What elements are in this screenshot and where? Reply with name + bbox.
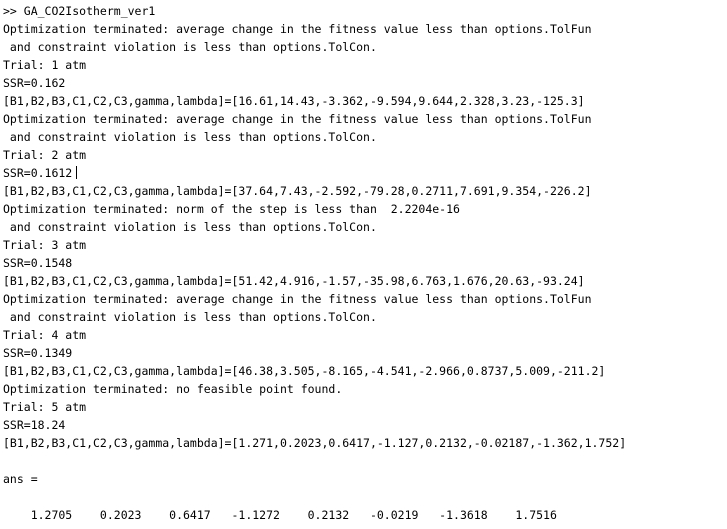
output-line: Trial: 4 atm: [3, 328, 87, 342]
output-text: SSR=0.1612: [3, 166, 73, 180]
output-line: [B1,B2,B3,C1,C2,C3,gamma,lambda]=[46.38,…: [3, 364, 606, 378]
output-line: and constraint violation is less than op…: [3, 220, 377, 234]
output-line: and constraint violation is less than op…: [3, 40, 377, 54]
output-line: Trial: 2 atm: [3, 148, 87, 162]
output-line: Trial: 3 atm: [3, 238, 87, 252]
output-line: Optimization terminated: average change …: [3, 22, 592, 36]
text-cursor: [76, 166, 78, 179]
output-line: [B1,B2,B3,C1,C2,C3,gamma,lambda]=[51.42,…: [3, 274, 585, 288]
output-line: and constraint violation is less than op…: [3, 130, 377, 144]
output-line: Trial: 1 atm: [3, 58, 87, 72]
output-line: [B1,B2,B3,C1,C2,C3,gamma,lambda]=[1.271,…: [3, 436, 627, 450]
output-line: Trial: 5 atm: [3, 400, 87, 414]
output-line: SSR=0.1349: [3, 346, 73, 360]
ans-values: 1.2705 0.2023 0.6417 -1.1272 0.2132 -0.0…: [3, 508, 557, 522]
output-line: [B1,B2,B3,C1,C2,C3,gamma,lambda]=[16.61,…: [3, 94, 585, 108]
blank-line: [3, 488, 727, 506]
output-line: and constraint violation is less than op…: [3, 310, 377, 324]
output-line: Optimization terminated: average change …: [3, 112, 592, 126]
output-line: SSR=18.24: [3, 418, 66, 432]
output-line: SSR=0.1548: [3, 256, 73, 270]
ans-label: ans =: [3, 472, 38, 486]
output-line-with-cursor: SSR=0.1612: [3, 164, 727, 182]
output-line: Optimization terminated: average change …: [3, 292, 592, 306]
blank-line: [3, 452, 727, 470]
command-line: >> GA_CO2Isotherm_ver1: [3, 4, 156, 18]
output-line: Optimization terminated: no feasible poi…: [3, 382, 343, 396]
output-line: [B1,B2,B3,C1,C2,C3,gamma,lambda]=[37.64,…: [3, 184, 592, 198]
output-line: SSR=0.162: [3, 76, 66, 90]
output-line: Optimization terminated: norm of the ste…: [3, 202, 460, 216]
